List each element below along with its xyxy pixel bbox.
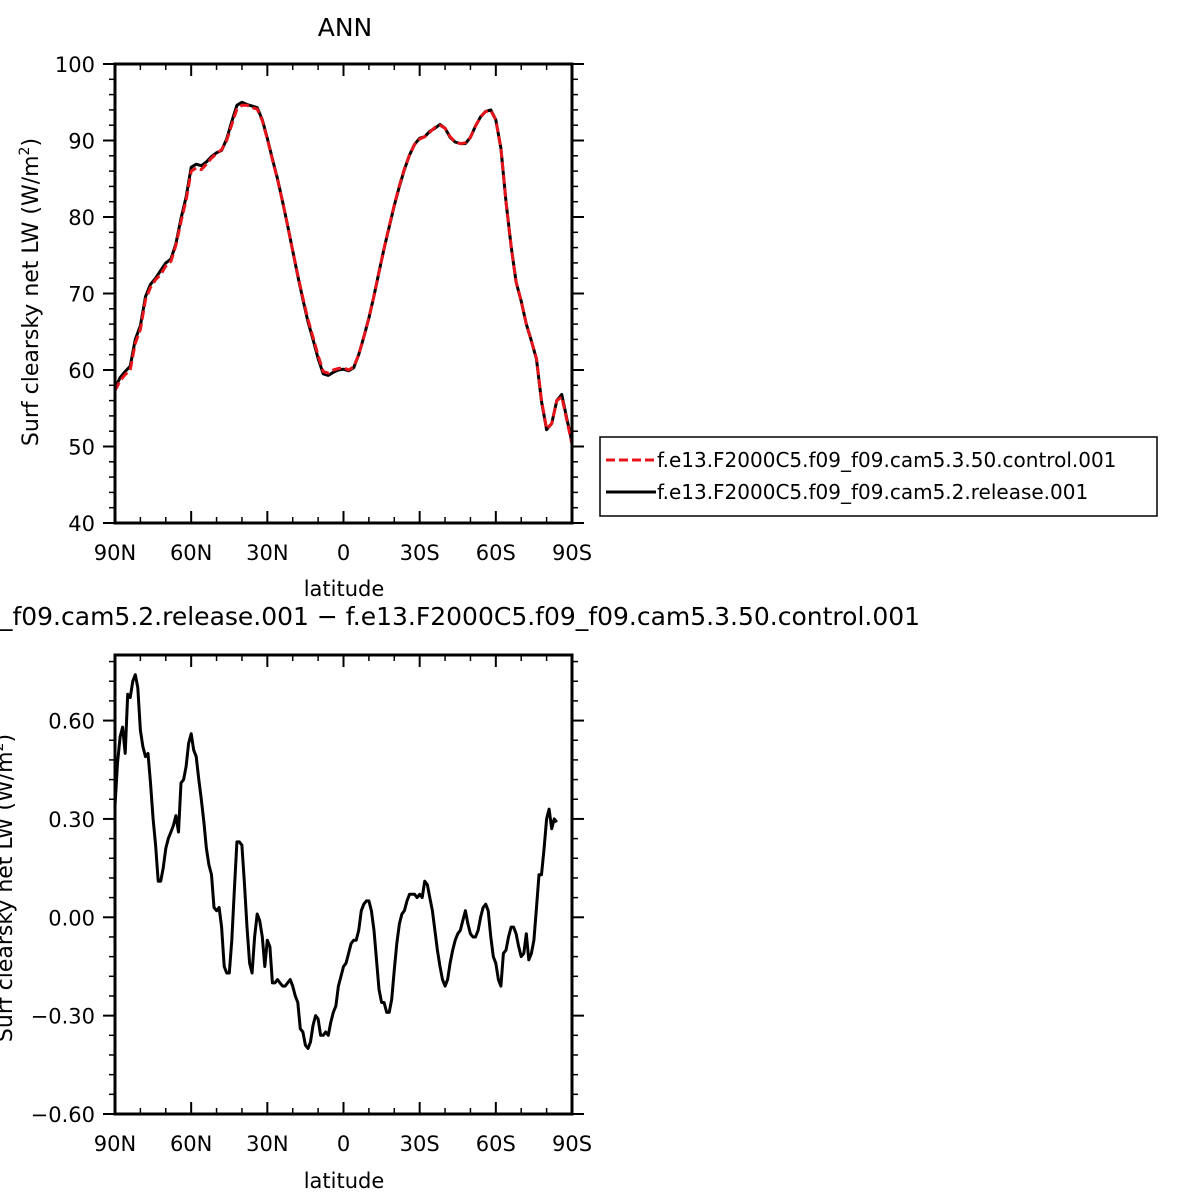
bottom-chart-y-axis-unit-exponent: 2 — [0, 743, 7, 752]
bottom-y-tick-label: −0.60 — [31, 1103, 95, 1127]
bottom-chart-y-axis-title: Surf clearsky net LW (W/m2) — [0, 734, 18, 1042]
legend-box — [599, 436, 1158, 517]
top-y-tick-label: 60 — [68, 359, 95, 383]
top-chart-y-axis-title: Surf clearsky net LW (W/m2) — [17, 138, 44, 446]
bottom-chart-y-axis-label: Surf clearsky net LW (W/m — [0, 751, 18, 1042]
top-chart-y-axis-unit-exponent: 2 — [17, 147, 33, 156]
bottom-x-tick-label: 0 — [337, 1132, 350, 1156]
top-x-tick-label: 30N — [246, 541, 288, 565]
bottom-x-tick-label: 30N — [246, 1132, 288, 1156]
top-chart-y-axis-label: Surf clearsky net LW (W/m — [19, 155, 44, 446]
top-x-tick-label: 60S — [476, 541, 516, 565]
top-chart-title: ANN — [318, 13, 373, 42]
legend-label-control: f.e13.F2000C5.f09_f09.cam5.3.50.control.… — [657, 448, 1116, 472]
top-series-line-1 — [113, 100, 574, 443]
top-x-tick-label: 90S — [552, 541, 592, 565]
top-x-tick-label: 60N — [170, 541, 212, 565]
bottom-chart-title: f.e13.F2000C5.f09_f09.cam5.2.release.001… — [0, 602, 920, 631]
bottom-y-tick-label: 0.30 — [48, 808, 95, 832]
top-x-tick-label: 30S — [400, 541, 440, 565]
top-y-tick-label: 90 — [68, 130, 95, 154]
top-chart-plot-frame — [113, 62, 574, 525]
top-x-tick-label: 0 — [337, 541, 350, 565]
legend: f.e13.F2000C5.f09_f09.cam5.3.50.control.… — [599, 436, 1158, 517]
bottom-x-tick-label: 90S — [552, 1132, 592, 1156]
bottom-x-tick-label: 60N — [170, 1132, 212, 1156]
top-y-tick-label: 50 — [68, 436, 95, 460]
top-y-tick-label: 100 — [55, 53, 95, 77]
top-panel: ANN Surf clearsky net LW (W/m2) latitude… — [17, 13, 592, 601]
bottom-y-tick-label: 0.00 — [48, 906, 95, 930]
bottom-x-tick-label: 60S — [476, 1132, 516, 1156]
bottom-panel: f.e13.F2000C5.f09_f09.cam5.2.release.001… — [0, 602, 920, 1193]
bottom-x-tick-label: 30S — [400, 1132, 440, 1156]
top-y-tick-label: 40 — [68, 512, 95, 536]
svg-text:Surf clearsky net LW (W/m2): Surf clearsky net LW (W/m2) — [0, 734, 18, 1042]
top-y-tick-label: 80 — [68, 206, 95, 230]
bottom-series-line-0 — [113, 673, 558, 1050]
bottom-y-tick-label: 0.60 — [48, 710, 95, 734]
top-x-tick-label: 90N — [94, 541, 136, 565]
top-chart-x-axis-label: latitude — [304, 577, 385, 601]
top-chart-y-axis-unit-close: ) — [19, 138, 44, 147]
bottom-chart-y-axis-unit-close: ) — [0, 734, 18, 743]
top-series-line-0 — [113, 103, 574, 445]
legend-label-release: f.e13.F2000C5.f09_f09.cam5.2.release.001 — [657, 480, 1088, 504]
top-y-tick-label: 70 — [68, 283, 95, 307]
bottom-chart-x-axis-label: latitude — [304, 1169, 385, 1193]
bottom-x-tick-label: 90N — [94, 1132, 136, 1156]
bottom-chart-plot-frame — [113, 653, 574, 1116]
svg-text:Surf clearsky net LW (W/m2): Surf clearsky net LW (W/m2) — [17, 138, 44, 446]
bottom-y-tick-label: −0.30 — [31, 1005, 95, 1029]
